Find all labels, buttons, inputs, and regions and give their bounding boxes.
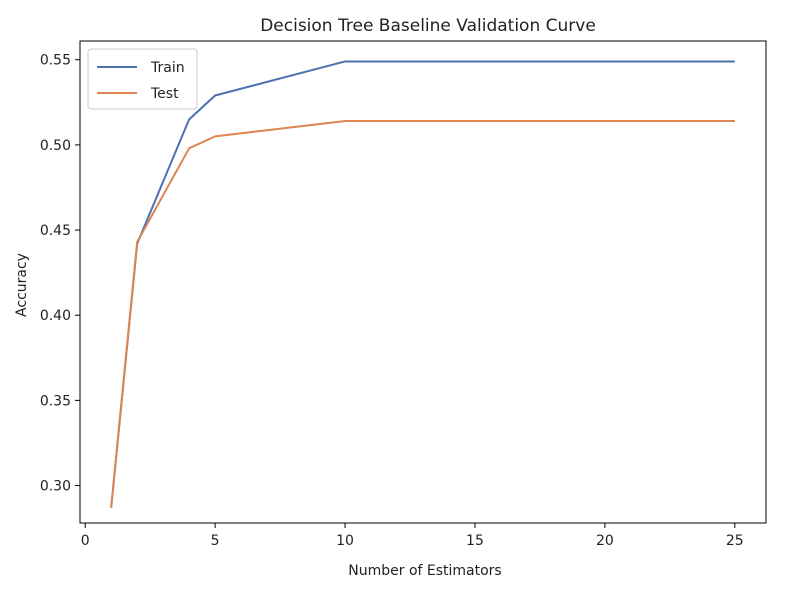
- series-lines: [110, 60, 735, 508]
- legend: Train Test: [87, 48, 198, 110]
- x-tick-label: 15: [466, 533, 484, 549]
- y-axis-ticks: 0.30 0.35 0.40 0.45 0.50 0.55: [40, 53, 80, 495]
- series-line-test: [110, 120, 735, 508]
- axes-frame: [79, 40, 767, 524]
- y-tick-label: 0.30: [40, 479, 71, 495]
- y-axis-label: Accuracy: [14, 253, 30, 317]
- chart-title: Decision Tree Baseline Validation Curve: [260, 16, 596, 36]
- x-tick-label: 25: [726, 533, 744, 549]
- x-tick-label: 5: [211, 533, 220, 549]
- x-axis-label: Number of Estimators: [348, 563, 501, 579]
- x-axis-ticks: 0 5 10 15 20 25: [81, 523, 744, 549]
- y-tick-label: 0.50: [40, 138, 71, 154]
- y-tick-label: 0.45: [40, 223, 71, 239]
- y-tick-label: 0.35: [40, 393, 71, 409]
- plot-area: [79, 40, 767, 524]
- x-tick-label: 10: [336, 533, 354, 549]
- x-tick-label: 20: [596, 533, 614, 549]
- legend-box: [87, 48, 198, 110]
- legend-label-train: Train: [150, 60, 185, 76]
- y-tick-label: 0.55: [40, 53, 71, 69]
- y-tick-label: 0.40: [40, 308, 71, 324]
- x-tick-label: 0: [81, 533, 90, 549]
- legend-label-test: Test: [150, 86, 179, 102]
